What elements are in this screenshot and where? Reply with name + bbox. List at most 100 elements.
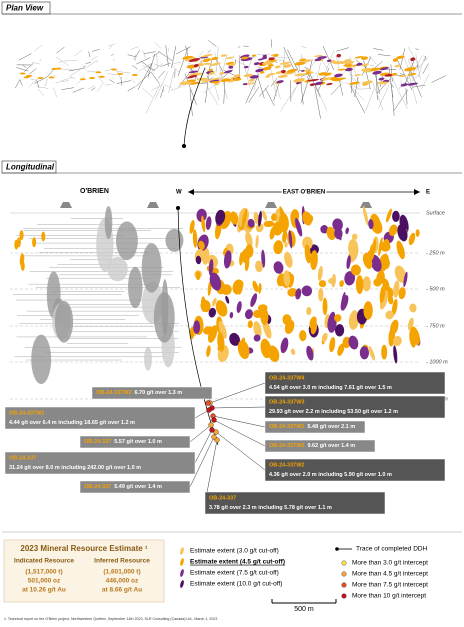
intercept-swatch bbox=[341, 560, 347, 566]
leader-line bbox=[189, 424, 212, 443]
plan-working bbox=[373, 48, 384, 51]
plan-working bbox=[145, 83, 161, 114]
ore-body bbox=[398, 287, 406, 300]
stope bbox=[107, 256, 128, 282]
plan-working bbox=[153, 63, 162, 67]
east-obrien-label: EAST O'BRIEN bbox=[283, 190, 325, 196]
plan-working bbox=[372, 82, 384, 110]
intercept-result: 29.93 g/t over 2.2 m including 53.50 g/t… bbox=[269, 409, 398, 415]
intercept-result: 9.62 g/t over 1.4 m bbox=[307, 443, 355, 449]
plan-ore bbox=[211, 56, 219, 60]
east-label: E bbox=[426, 190, 430, 196]
headframe bbox=[147, 202, 159, 208]
plan-ore bbox=[354, 56, 364, 59]
ore-body bbox=[362, 276, 371, 292]
plan-ore bbox=[345, 67, 353, 72]
plan-ore bbox=[262, 66, 272, 71]
plan-working bbox=[370, 57, 377, 65]
leader-line bbox=[213, 419, 266, 447]
plan-ore bbox=[243, 73, 253, 78]
plan-ore bbox=[234, 74, 241, 78]
plan-working bbox=[109, 45, 113, 50]
callout-box bbox=[4, 406, 196, 430]
ore-body bbox=[340, 291, 346, 309]
plan-working bbox=[39, 58, 42, 62]
intercept-label: More than 3.0 g/t intercept bbox=[352, 560, 428, 567]
indicated-label: Indicated Resource bbox=[14, 558, 74, 565]
plan-working bbox=[85, 59, 98, 69]
ore-body bbox=[223, 250, 232, 269]
plan-working bbox=[91, 55, 98, 61]
plan-working bbox=[143, 68, 151, 74]
extent-swatch bbox=[180, 558, 184, 566]
ore-body bbox=[258, 282, 262, 294]
plan-working bbox=[415, 54, 421, 80]
inferred-label: Inferred Resource bbox=[94, 558, 150, 565]
ore-body bbox=[392, 335, 402, 347]
plan-working bbox=[143, 51, 156, 55]
plan-working bbox=[421, 73, 430, 90]
plan-ore bbox=[208, 71, 215, 75]
plan-working bbox=[275, 83, 281, 100]
plan-ore bbox=[188, 72, 199, 76]
plan-working bbox=[156, 53, 158, 69]
plan-ore bbox=[400, 83, 408, 87]
drill-trace bbox=[177, 207, 219, 446]
ore-body bbox=[232, 280, 243, 295]
plan-working bbox=[83, 65, 86, 68]
ore-body bbox=[200, 299, 211, 313]
ore-body bbox=[211, 267, 219, 275]
plan-working bbox=[415, 56, 429, 72]
ore-body bbox=[237, 340, 250, 360]
plan-ore bbox=[326, 59, 332, 62]
plan-ore bbox=[196, 77, 208, 81]
plan-working bbox=[116, 71, 131, 74]
extent-label: Estimate extent (10.0 g/t cut-off) bbox=[190, 581, 282, 588]
stope bbox=[115, 221, 138, 261]
plan-working bbox=[108, 43, 116, 47]
plan-working bbox=[410, 55, 423, 77]
plan-working bbox=[283, 51, 286, 73]
plan-working bbox=[402, 53, 414, 82]
plan-working bbox=[24, 63, 34, 72]
ore-body bbox=[355, 275, 364, 294]
plan-working bbox=[338, 78, 344, 96]
plan-ore bbox=[131, 74, 138, 77]
plan-working bbox=[369, 64, 375, 66]
stope bbox=[128, 266, 143, 309]
plan-working bbox=[16, 67, 29, 72]
plan-ore bbox=[354, 74, 361, 77]
scale-label: 500 m bbox=[294, 606, 314, 613]
plan-ore bbox=[384, 73, 394, 77]
ore-body bbox=[372, 238, 377, 254]
plan-ore bbox=[255, 68, 264, 73]
inferred-grade: at 8.66 g/t Au bbox=[102, 587, 142, 594]
ore-body bbox=[255, 223, 264, 233]
ore-body bbox=[320, 225, 329, 234]
intercept-result: 4.44 g/t over 6.4 m including 18.65 g/t … bbox=[9, 420, 135, 426]
plan-ore bbox=[274, 65, 281, 69]
plan-working bbox=[256, 53, 271, 56]
plan-working bbox=[37, 88, 45, 97]
ore-body bbox=[282, 229, 288, 243]
plan-view-label: Plan View bbox=[6, 4, 44, 13]
plan-ore bbox=[363, 70, 371, 73]
ore-body bbox=[306, 306, 312, 316]
ore-body bbox=[366, 249, 375, 262]
plan-ore bbox=[265, 75, 271, 78]
ore-body bbox=[379, 290, 389, 310]
plan-ore bbox=[378, 77, 385, 81]
plan-drill-trace bbox=[183, 67, 206, 147]
plan-working bbox=[300, 80, 304, 105]
ore-body bbox=[348, 310, 359, 330]
plan-working bbox=[314, 82, 328, 112]
ore-body bbox=[310, 250, 318, 271]
plan-ore bbox=[286, 68, 297, 73]
intercept-label: More than 4.5 g/t intercept bbox=[352, 571, 428, 578]
resource-title: 2023 Mineral Resource Estimate ¹ bbox=[20, 544, 148, 553]
plan-ore bbox=[208, 68, 213, 72]
stope bbox=[54, 300, 74, 343]
plan-ore bbox=[260, 71, 265, 74]
plan-working bbox=[348, 69, 361, 88]
plan-working bbox=[322, 46, 335, 71]
